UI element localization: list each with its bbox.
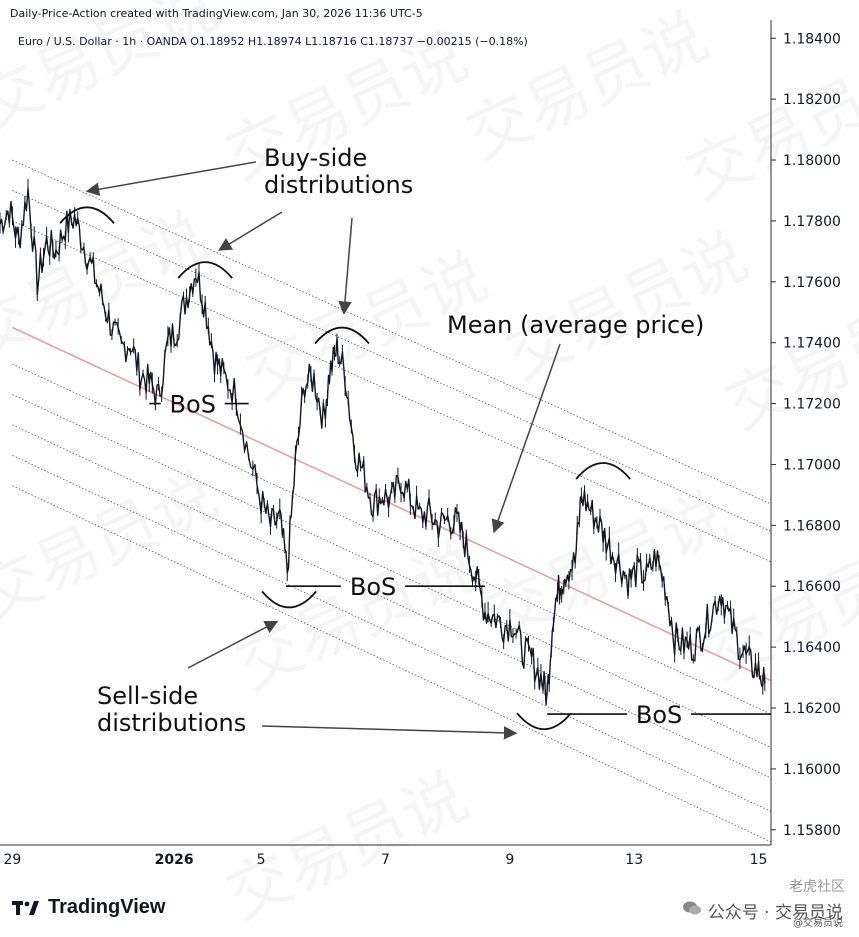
price-tick-label: 1.17800 bbox=[783, 214, 841, 230]
price-tick-label: 1.16800 bbox=[783, 518, 841, 534]
tradingview-brand[interactable]: TradingView bbox=[12, 896, 165, 919]
channel-line bbox=[12, 424, 772, 779]
channel-line bbox=[12, 159, 772, 505]
price-tick-label: 1.17600 bbox=[783, 275, 841, 291]
sell-side-label: Sell-side bbox=[97, 682, 198, 710]
annotation-arrow bbox=[338, 217, 353, 315]
watermark-text: 交易员说 bbox=[0, 199, 219, 374]
time-tick-label: 15 bbox=[750, 852, 768, 868]
sell-side-label: distributions bbox=[97, 709, 246, 737]
channel-line bbox=[12, 363, 772, 715]
bos-label: BoS bbox=[170, 391, 216, 419]
mean-line bbox=[12, 326, 772, 682]
time-tick-label: 13 bbox=[625, 852, 643, 868]
price-tick-label: 1.18200 bbox=[783, 92, 841, 108]
bos-label: BoS bbox=[636, 701, 682, 729]
mean-label: Mean (average price) bbox=[447, 311, 704, 339]
watermark-text: 交易员说 bbox=[225, 529, 488, 704]
wechat-sub: @交易员说 bbox=[793, 918, 843, 929]
time-tick-label: 7 bbox=[381, 852, 390, 868]
wechat-icon bbox=[682, 900, 702, 921]
distribution-top-arc bbox=[575, 462, 631, 480]
forum-mark: 老虎社区 bbox=[789, 879, 845, 895]
price-axis[interactable]: 1.18400 1.18200 1.18000 1.17800 1.17600 1.174… bbox=[771, 31, 841, 839]
watermark-text: 交易员说 bbox=[0, 0, 229, 145]
annotation-arrow bbox=[218, 211, 283, 251]
annotation-arrow bbox=[261, 725, 518, 740]
watermark-text: 交易员说 bbox=[0, 459, 229, 634]
distribution-bottom-arc bbox=[516, 712, 572, 730]
wechat-label: 公众号 · 交易员说 bbox=[707, 903, 843, 923]
wechat-credit: 公众号 · 交易员说 bbox=[682, 898, 843, 923]
tradingview-logo-icon bbox=[12, 899, 42, 917]
time-tick-label: 29 bbox=[4, 852, 22, 868]
price-tick-label: 1.17000 bbox=[783, 457, 841, 473]
time-tick-label: 9 bbox=[505, 852, 514, 868]
price-tick-label: 1.17400 bbox=[783, 336, 841, 352]
bos-label: BoS bbox=[350, 573, 396, 601]
channel-line bbox=[12, 220, 772, 563]
distribution-top-arc bbox=[59, 206, 115, 224]
price-tick-label: 1.18000 bbox=[783, 153, 841, 169]
brand-label: TradingView bbox=[48, 896, 166, 918]
watermark-text: 交易员说 bbox=[495, 219, 758, 394]
price-tick-label: 1.17200 bbox=[783, 397, 841, 413]
price-tick-label: 1.15800 bbox=[783, 823, 841, 839]
price-tick-label: 1.18400 bbox=[783, 31, 841, 47]
annotation-arrow bbox=[187, 620, 279, 669]
channel-line bbox=[12, 190, 772, 532]
annotation-arrow bbox=[491, 343, 561, 534]
price-tick-label: 1.16200 bbox=[783, 701, 841, 717]
price-tick-label: 1.16600 bbox=[783, 579, 841, 595]
plot-area[interactable] bbox=[0, 159, 772, 843]
time-tick-label: 5 bbox=[257, 852, 266, 868]
buy-side-label: Buy-side bbox=[264, 144, 367, 172]
price-tick-label: 1.16000 bbox=[783, 762, 841, 778]
distribution-bottom-arc bbox=[261, 590, 317, 609]
time-tick-label: 2026 bbox=[155, 852, 194, 868]
created-line: Daily-Price-Action created with TradingV… bbox=[10, 7, 423, 20]
distribution-top-arc bbox=[314, 326, 370, 345]
time-axis[interactable]: 29 2026 5 7 9 13 15 bbox=[4, 852, 768, 868]
annotation-arrow bbox=[85, 161, 257, 196]
buy-side-label: distributions bbox=[264, 171, 413, 199]
channel-line bbox=[12, 394, 772, 748]
price-tick-label: 1.16400 bbox=[783, 640, 841, 656]
watermark-text: 交易员说 bbox=[215, 759, 478, 934]
distribution-top-arc bbox=[177, 261, 233, 279]
symbol-legend[interactable]: Euro / U.S. Dollar · 1h · OANDA O1.18952… bbox=[18, 35, 528, 48]
